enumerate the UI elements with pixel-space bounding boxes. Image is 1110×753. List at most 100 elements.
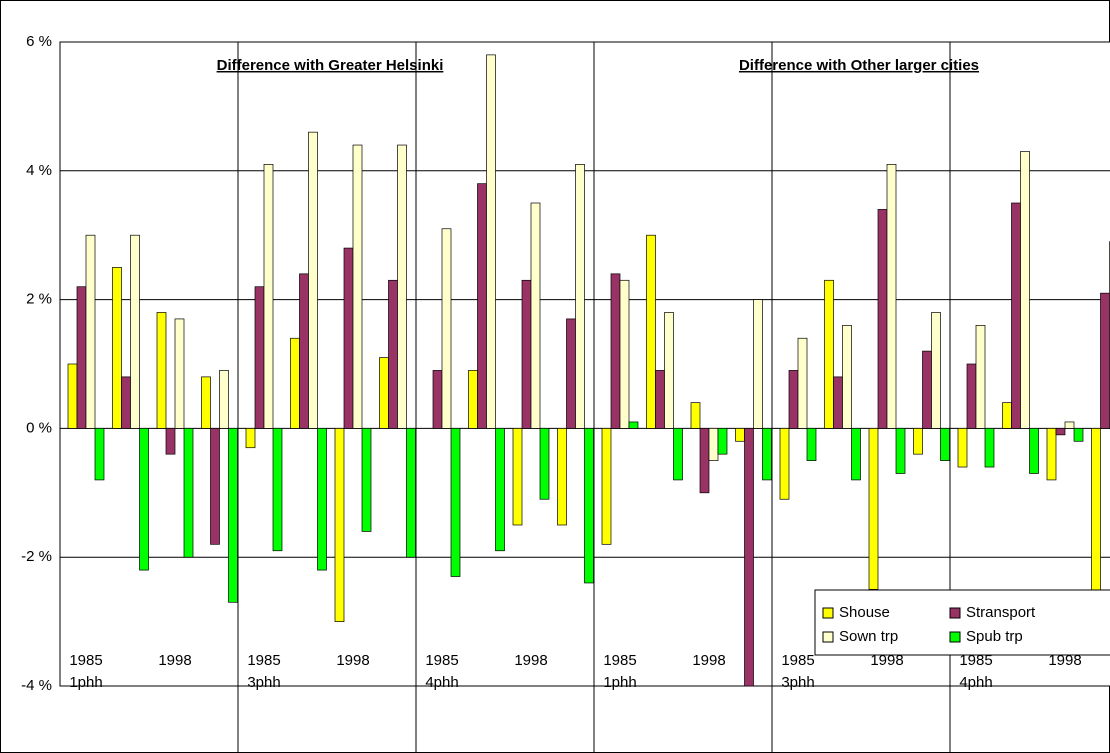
x-tick-label: 1998 xyxy=(336,652,369,669)
y-tick-label: -2 % xyxy=(21,548,52,565)
y-tick-label: 4 % xyxy=(26,162,52,179)
bar xyxy=(940,428,950,461)
group-label: 1phh xyxy=(69,674,102,691)
bar xyxy=(646,234,656,429)
bar xyxy=(966,363,977,429)
bar xyxy=(85,234,96,429)
bar xyxy=(886,164,897,429)
bar xyxy=(432,370,443,429)
bar xyxy=(744,428,754,687)
bar xyxy=(317,428,327,571)
bar xyxy=(762,428,772,481)
bar xyxy=(67,363,78,429)
legend-label: Sown trp xyxy=(839,628,898,645)
bar xyxy=(299,273,309,429)
bar xyxy=(397,144,407,429)
bar xyxy=(210,428,220,545)
bar xyxy=(833,376,843,429)
bar xyxy=(664,312,674,429)
group-label: 4phh xyxy=(425,674,458,691)
bar xyxy=(272,428,283,552)
y-tick-label: 2 % xyxy=(26,291,52,308)
bar xyxy=(717,428,728,455)
bar xyxy=(334,428,345,622)
bar xyxy=(121,376,131,429)
bar xyxy=(254,286,265,429)
bar xyxy=(851,428,861,481)
bar xyxy=(1064,421,1075,429)
x-tick-label: 1985 xyxy=(959,652,992,669)
bar xyxy=(406,428,416,558)
bar xyxy=(842,325,852,429)
x-tick-label: 1985 xyxy=(425,652,458,669)
bar xyxy=(922,350,932,429)
bar xyxy=(1073,428,1084,442)
bar xyxy=(584,428,594,584)
bar xyxy=(530,202,541,429)
x-tick-label: 1998 xyxy=(870,652,903,669)
bar xyxy=(690,402,701,429)
bar xyxy=(913,428,923,455)
group-label: 1phh xyxy=(603,674,636,691)
bar xyxy=(1046,428,1057,481)
bar xyxy=(699,428,710,494)
bar xyxy=(130,234,140,429)
bar xyxy=(957,428,968,468)
legend-box xyxy=(814,589,1110,656)
bar xyxy=(1091,428,1101,597)
bar xyxy=(165,428,176,455)
bar xyxy=(735,428,745,442)
bar xyxy=(708,428,719,461)
bar xyxy=(779,428,790,500)
bar xyxy=(352,144,363,429)
x-tick-label: 1985 xyxy=(247,652,280,669)
bar xyxy=(495,428,505,552)
bar xyxy=(557,428,567,526)
x-tick-label: 1985 xyxy=(69,652,102,669)
plot-area xyxy=(59,41,1110,687)
bar xyxy=(1100,292,1110,429)
bar xyxy=(450,428,461,577)
legend-label: Stransport xyxy=(966,604,1036,621)
legend-swatch xyxy=(949,631,961,643)
bar xyxy=(76,286,87,429)
bar xyxy=(156,312,167,429)
bar xyxy=(183,428,194,558)
bar xyxy=(521,279,532,429)
legend-swatch xyxy=(822,607,834,619)
bar xyxy=(655,370,665,429)
bar xyxy=(619,279,630,429)
bar xyxy=(379,357,389,429)
bar xyxy=(512,428,523,526)
bar xyxy=(1055,428,1066,436)
bar xyxy=(610,273,621,429)
legend-swatch xyxy=(822,631,834,643)
bar xyxy=(895,428,906,474)
y-tick-label: 6 % xyxy=(26,33,52,50)
section-title: Difference with Other larger cities xyxy=(739,57,979,74)
bar xyxy=(139,428,149,571)
bar xyxy=(788,370,799,429)
x-tick-label: 1998 xyxy=(514,652,547,669)
bar xyxy=(219,370,229,429)
bar xyxy=(1011,202,1021,429)
section-title: Difference with Greater Helsinki xyxy=(217,57,444,74)
x-tick-label: 1998 xyxy=(1048,652,1081,669)
bar xyxy=(931,312,941,429)
bar xyxy=(575,164,585,429)
bar xyxy=(290,337,300,429)
x-tick-label: 1998 xyxy=(692,652,725,669)
bar xyxy=(361,428,372,532)
bar xyxy=(263,164,274,429)
bar xyxy=(468,370,478,429)
bar xyxy=(94,428,105,481)
bar xyxy=(486,54,496,429)
bar xyxy=(824,279,834,429)
bar xyxy=(673,428,683,481)
bar xyxy=(628,421,639,429)
bar xyxy=(797,337,808,429)
bar xyxy=(388,279,398,429)
bar xyxy=(228,428,238,603)
legend-label: Spub trp xyxy=(966,628,1023,645)
